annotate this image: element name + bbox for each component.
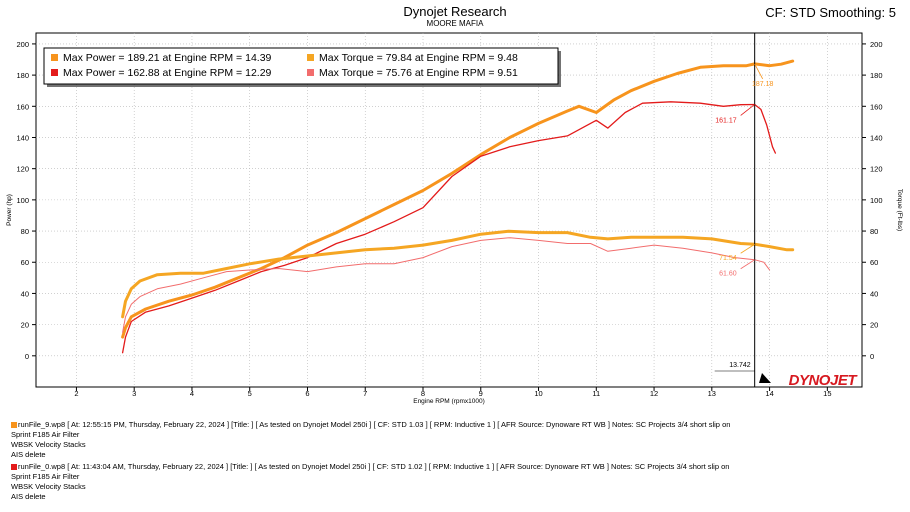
cursor-readout-label: 71.54 bbox=[719, 255, 737, 262]
legend-box bbox=[43, 47, 559, 85]
y-tick-label-left: 180 bbox=[16, 71, 29, 80]
logo-mark bbox=[759, 373, 771, 383]
y-tick-label-left: 100 bbox=[16, 196, 29, 205]
x-tick-label: 3 bbox=[132, 389, 136, 398]
y-axis-label-left: Power (hp) bbox=[6, 194, 13, 226]
cursor-readout-label: 61.60 bbox=[719, 271, 737, 278]
y-tick-label-left: 40 bbox=[21, 289, 29, 298]
y-tick-label-left: 60 bbox=[21, 258, 29, 267]
run-info-1: runFile_9.wp8 [ At: 12:55:15 PM, Thursda… bbox=[11, 420, 730, 460]
y-tick-label-right: 40 bbox=[870, 289, 878, 298]
run-2-line-3: WBSK Velocity Stacks bbox=[11, 482, 86, 491]
y-tick-label-right: 200 bbox=[870, 40, 883, 49]
x-tick-label: 14 bbox=[765, 389, 773, 398]
run-2-line-2: Sprint F185 Air Filter bbox=[11, 472, 80, 481]
x-tick-label: 11 bbox=[592, 389, 600, 398]
legend-swatch bbox=[51, 54, 58, 61]
run-1-line-4: AIS delete bbox=[11, 450, 46, 459]
y-tick-label-right: 100 bbox=[870, 196, 883, 205]
x-tick-label: 13 bbox=[708, 389, 716, 398]
x-tick-label: 5 bbox=[248, 389, 252, 398]
y-tick-label-right: 80 bbox=[870, 227, 878, 236]
run-1-line-2: Sprint F185 Air Filter bbox=[11, 430, 80, 439]
series-line-run2_torque bbox=[122, 237, 771, 333]
x-tick-label: 8 bbox=[421, 389, 425, 398]
x-tick-label: 12 bbox=[650, 389, 658, 398]
x-tick-label: 10 bbox=[534, 389, 542, 398]
run-2-swatch bbox=[11, 464, 17, 471]
cursor-readout-leader bbox=[754, 63, 764, 80]
dynojet-logo: DYNOJET bbox=[789, 372, 859, 389]
legend-entry: Max Power = 162.88 at Engine RPM = 12.29 bbox=[63, 67, 272, 79]
cursor-readout-leader bbox=[740, 243, 755, 254]
y-tick-label-right: 60 bbox=[870, 258, 878, 267]
run-1-swatch bbox=[11, 422, 17, 429]
legend: Max Power = 189.21 at Engine RPM = 14.39… bbox=[43, 47, 561, 87]
run-2-line-4: AIS delete bbox=[11, 492, 46, 501]
chart-title: Dynojet Research bbox=[403, 4, 507, 19]
series-line-run1_power bbox=[121, 59, 795, 339]
cursor-readout-label: 161.17 bbox=[715, 117, 737, 124]
series-line-run2_power bbox=[121, 101, 777, 354]
run-1-line-1: runFile_9.wp8 [ At: 12:55:15 PM, Thursda… bbox=[18, 420, 731, 429]
plot-area bbox=[35, 32, 863, 388]
series-line-run1_torque bbox=[121, 229, 795, 319]
y-tick-label-left: 120 bbox=[16, 165, 29, 174]
y-axis-label-right: Torque (Ft-lbs) bbox=[896, 189, 903, 231]
dyno-chart[interactable]: 0 0 20 20 40 40 60 60 80 80 100 100 120 120 140 140 160 1… bbox=[0, 0, 910, 410]
legend-entry: Max Power = 189.21 at Engine RPM = 14.39 bbox=[63, 52, 272, 64]
y-tick-label-left: 200 bbox=[16, 40, 29, 49]
chart-subtitle: MOORE MAFIA bbox=[426, 19, 484, 28]
cf-smoothing-info: CF: STD Smoothing: 5 bbox=[765, 5, 896, 20]
y-tick-label-left: 0 bbox=[25, 352, 29, 361]
y-tick-label-right: 120 bbox=[870, 165, 883, 174]
run-2-line-1: runFile_0.wp8 [ At: 11:43:04 AM, Thursda… bbox=[18, 462, 730, 471]
x-tick-label: 15 bbox=[823, 389, 831, 398]
x-axis-label: Engine RPM (rpmx1000) bbox=[413, 398, 485, 405]
x-tick-label: 4 bbox=[190, 389, 194, 398]
x-tick-label: 7 bbox=[363, 389, 367, 398]
y-tick-label-left: 140 bbox=[16, 133, 29, 142]
legend-swatch bbox=[51, 69, 58, 76]
y-tick-label-left: 160 bbox=[16, 102, 29, 111]
legend-entry: Max Torque = 79.84 at Engine RPM = 9.48 bbox=[319, 52, 518, 64]
cursor-readout-leader bbox=[740, 259, 755, 270]
x-tick-label: 6 bbox=[305, 389, 309, 398]
run-info-2: runFile_0.wp8 [ At: 11:43:04 AM, Thursda… bbox=[11, 462, 729, 502]
cursor-readout-leader bbox=[740, 104, 755, 116]
y-tick-label-right: 0 bbox=[870, 352, 874, 361]
y-tick-label-right: 140 bbox=[870, 133, 883, 142]
cursor-readout-label: 187.18 bbox=[752, 81, 774, 88]
legend-swatch bbox=[307, 54, 314, 61]
y-tick-label-left: 20 bbox=[21, 321, 29, 330]
y-tick-label-right: 180 bbox=[870, 71, 883, 80]
run-1-line-3: WBSK Velocity Stacks bbox=[11, 440, 86, 449]
legend-swatch bbox=[307, 69, 314, 76]
cursor-rpm-label: 13.742 bbox=[729, 362, 751, 369]
y-tick-label-right: 20 bbox=[870, 321, 878, 330]
legend-entry: Max Torque = 75.76 at Engine RPM = 9.51 bbox=[319, 67, 518, 79]
y-tick-label-right: 160 bbox=[870, 102, 883, 111]
x-tick-label: 2 bbox=[74, 389, 78, 398]
x-tick-label: 9 bbox=[479, 389, 483, 398]
y-tick-label-left: 80 bbox=[21, 227, 29, 236]
